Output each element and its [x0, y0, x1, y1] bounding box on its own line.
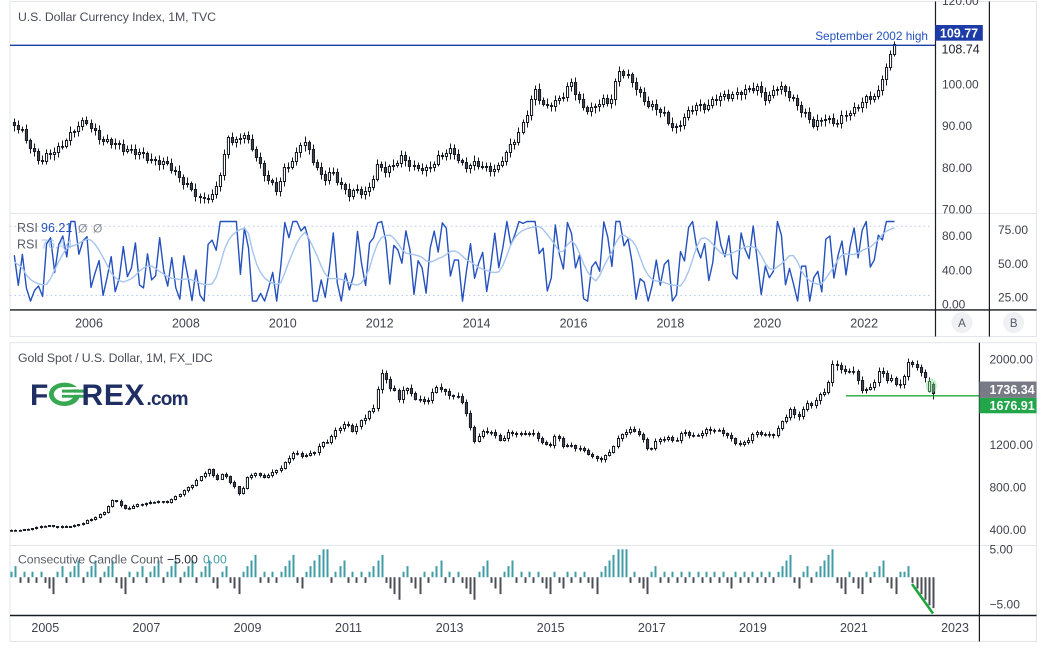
svg-text:2022: 2022 [850, 317, 878, 331]
svg-text:70.00: 70.00 [942, 203, 972, 217]
svg-text:2023: 2023 [941, 621, 969, 635]
svg-text:RSI: RSI [17, 221, 38, 235]
svg-text:2011: 2011 [335, 621, 362, 635]
svg-text:F: F [30, 379, 48, 412]
svg-text:.com: .com [147, 389, 189, 410]
svg-text:2000.00: 2000.00 [990, 352, 1034, 366]
svg-text:2018: 2018 [656, 317, 684, 331]
svg-text:−5.00: −5.00 [990, 598, 1021, 612]
svg-text:Gold Spot / U.S. Dollar, 1M, F: Gold Spot / U.S. Dollar, 1M, FX_IDC [18, 351, 213, 365]
svg-text:RSI: RSI [17, 238, 38, 252]
svg-text:−5.00: −5.00 [167, 553, 198, 567]
svg-text:76.44: 76.44 [41, 238, 72, 252]
svg-text:40.00: 40.00 [942, 263, 972, 277]
svg-text:100.00: 100.00 [942, 77, 979, 91]
svg-text:2006: 2006 [75, 317, 103, 331]
svg-text:REX: REX [82, 379, 145, 412]
svg-text:25.00: 25.00 [998, 291, 1028, 305]
svg-text:B: B [1010, 318, 1018, 330]
svg-text:2020: 2020 [753, 317, 781, 331]
svg-text:2019: 2019 [739, 621, 767, 635]
svg-text:800.00: 800.00 [990, 481, 1027, 495]
svg-text:109.77: 109.77 [940, 26, 978, 40]
svg-text:90.00: 90.00 [942, 119, 972, 133]
svg-text:2013: 2013 [436, 621, 464, 635]
svg-text:2010: 2010 [269, 317, 297, 331]
svg-text:Consecutive Candle Count: Consecutive Candle Count [18, 553, 164, 567]
svg-text:Ø: Ø [93, 222, 102, 236]
svg-text:A: A [958, 318, 966, 330]
svg-text:U.S. Dollar Currency Index, 1M: U.S. Dollar Currency Index, 1M, TVC [18, 10, 216, 24]
svg-text:1676.91: 1676.91 [990, 399, 1035, 413]
svg-text:2021: 2021 [840, 621, 868, 635]
svg-text:80.00: 80.00 [942, 161, 972, 175]
svg-text:80.00: 80.00 [942, 229, 972, 243]
svg-text:2009: 2009 [234, 621, 262, 635]
svg-text:108.74: 108.74 [942, 43, 980, 57]
svg-text:96.21: 96.21 [41, 221, 72, 235]
svg-text:1200.00: 1200.00 [990, 438, 1034, 452]
svg-text:2016: 2016 [560, 317, 588, 331]
svg-text:September 2002 high: September 2002 high [815, 29, 928, 43]
svg-text:75.00: 75.00 [998, 223, 1028, 237]
svg-text:2008: 2008 [172, 317, 200, 331]
svg-text:2012: 2012 [366, 317, 394, 331]
svg-text:2017: 2017 [638, 621, 666, 635]
svg-text:120.00: 120.00 [942, 0, 979, 8]
svg-text:0.00: 0.00 [203, 553, 227, 567]
svg-text:1736.34: 1736.34 [990, 383, 1035, 397]
svg-text:2007: 2007 [132, 621, 160, 635]
svg-text:Ø: Ø [78, 222, 87, 236]
svg-text:5.00: 5.00 [990, 543, 1014, 557]
svg-text:0.00: 0.00 [942, 298, 966, 312]
svg-text:50.00: 50.00 [998, 257, 1028, 271]
svg-text:2014: 2014 [463, 317, 491, 331]
svg-text:2005: 2005 [31, 621, 59, 635]
svg-text:400.00: 400.00 [990, 523, 1027, 537]
svg-text:2015: 2015 [537, 621, 565, 635]
